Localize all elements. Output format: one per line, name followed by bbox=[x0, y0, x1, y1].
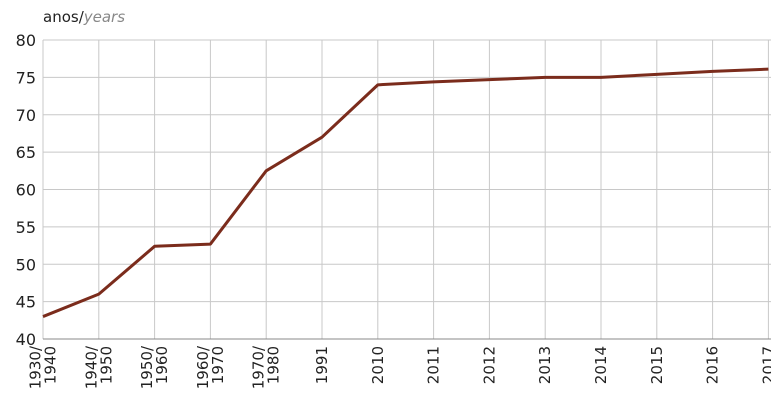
x-tick-label: 1950/1960 bbox=[138, 345, 171, 389]
y-tick-label: 80 bbox=[16, 31, 36, 50]
x-tick-label: 1991 bbox=[313, 346, 331, 384]
x-tick-label: 1930/1940 bbox=[27, 345, 60, 389]
y-tick-label: 65 bbox=[16, 143, 36, 162]
x-tick-label: 2014 bbox=[592, 346, 610, 384]
y-tick-label: 75 bbox=[16, 68, 36, 87]
line bbox=[42, 67, 769, 318]
y-tick-label: 60 bbox=[16, 181, 36, 200]
y-tick-label: 55 bbox=[16, 218, 36, 237]
y-axis-title-en: years bbox=[83, 8, 125, 26]
x-tick-label: 2016 bbox=[704, 346, 722, 384]
x-tick-label: 1940/1950 bbox=[82, 345, 115, 389]
x-tick-label: 2010 bbox=[369, 346, 387, 384]
y-tick-label: 45 bbox=[16, 293, 36, 312]
x-tick-label: 2015 bbox=[648, 346, 666, 384]
y-axis-title: anos/years bbox=[43, 8, 125, 26]
x-tick-label: 2017 bbox=[759, 346, 771, 384]
y-tick-label: 50 bbox=[16, 255, 36, 274]
y-axis-title-pt: anos/ bbox=[43, 8, 85, 26]
x-tick-label: 2012 bbox=[480, 346, 498, 384]
x-tick-label: 2013 bbox=[536, 346, 554, 384]
y-tick-label: 40 bbox=[16, 330, 36, 349]
x-tick-label: 1970/1980 bbox=[250, 345, 283, 389]
x-tick-label: 1960/1970 bbox=[194, 345, 227, 389]
x-tick-label: 2011 bbox=[425, 346, 443, 384]
y-tick-label: 70 bbox=[16, 106, 36, 125]
